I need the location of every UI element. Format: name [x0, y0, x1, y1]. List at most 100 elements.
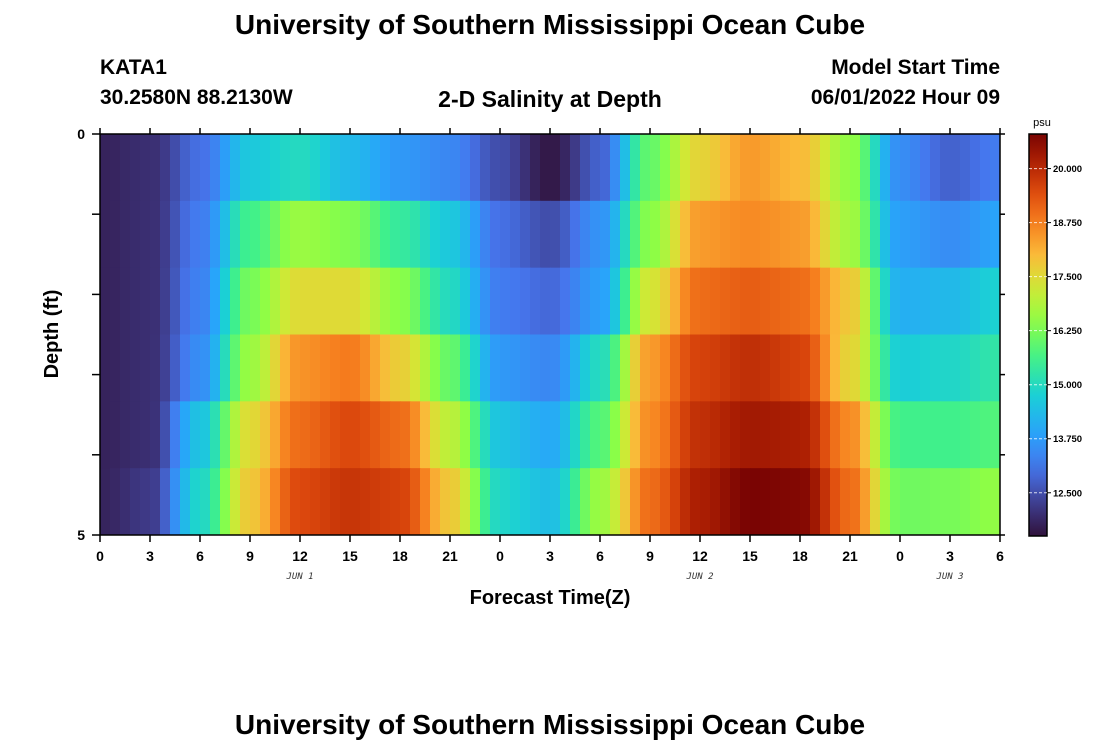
heatmap-cell: [170, 134, 181, 202]
heatmap-cell: [620, 267, 631, 336]
heatmap-cell: [270, 267, 281, 336]
heatmap-cell: [940, 267, 951, 336]
heatmap-cell: [690, 134, 701, 202]
heatmap-cell: [230, 334, 241, 402]
day-label: JUN 2: [685, 572, 713, 582]
heatmap-cell: [150, 134, 161, 202]
heatmap-cell: [910, 401, 921, 469]
heatmap-cell: [340, 134, 351, 202]
heatmap-cell: [310, 401, 321, 469]
heatmap-cell: [890, 267, 901, 336]
heatmap-cell: [170, 200, 181, 269]
x-tick-label: 21: [442, 548, 458, 564]
heatmap-cell: [130, 334, 141, 402]
heatmap-cell: [290, 267, 301, 336]
heatmap-cell: [480, 200, 491, 269]
heatmap-cell: [650, 334, 661, 402]
heatmap-cell: [740, 200, 751, 269]
heatmap-cell: [370, 468, 381, 535]
heatmap-cell: [560, 267, 571, 336]
heatmap-cell: [160, 334, 171, 402]
heatmap-cell: [300, 334, 311, 402]
heatmap-cell: [930, 200, 941, 269]
heatmap-cell: [750, 134, 761, 202]
heatmap-cell: [230, 200, 241, 269]
heatmap-cell: [350, 334, 361, 402]
heatmap-cell: [370, 334, 381, 402]
heatmap-cell: [200, 334, 211, 402]
heatmap-cell: [610, 134, 621, 202]
heatmap-cell: [750, 334, 761, 402]
heatmap-cell: [230, 401, 241, 469]
heatmap-cell: [510, 134, 521, 202]
heatmap-cell: [730, 134, 741, 202]
heatmap-cell: [440, 334, 451, 402]
heatmap-cell: [850, 267, 861, 336]
heatmap-cell: [400, 468, 411, 535]
heatmap-cell: [920, 134, 931, 202]
heatmap-cell: [540, 200, 551, 269]
heatmap-cell: [950, 468, 961, 535]
heatmap-cell: [940, 134, 951, 202]
heatmap-cell: [350, 468, 361, 535]
heatmap-cell: [240, 401, 251, 469]
heatmap-cell: [950, 200, 961, 269]
x-tick-label: 9: [246, 548, 254, 564]
heatmap-cell: [360, 267, 371, 336]
heatmap-cell: [170, 334, 181, 402]
heatmap-cell: [840, 200, 851, 269]
heatmap-cell: [760, 401, 771, 469]
heatmap-cell: [590, 134, 601, 202]
heatmap-cell: [140, 200, 151, 269]
heatmap-cell: [300, 267, 311, 336]
heatmap-cell: [820, 401, 831, 469]
heatmap-cell: [360, 401, 371, 469]
heatmap-cell: [570, 200, 581, 269]
heatmap-cell: [430, 401, 441, 469]
heatmap-cell: [340, 200, 351, 269]
heatmap-cell: [430, 200, 441, 269]
heatmap-cell: [640, 401, 651, 469]
heatmap-cell: [660, 334, 671, 402]
heatmap-cell: [210, 134, 221, 202]
heatmap-cell: [110, 134, 121, 202]
heatmap-cell: [170, 267, 181, 336]
heatmap-cell: [520, 334, 531, 402]
heatmap-cell: [440, 267, 451, 336]
heatmap-cell: [710, 134, 721, 202]
heatmap-cell: [470, 134, 481, 202]
heatmap-cell: [150, 267, 161, 336]
heatmap-cell: [790, 468, 801, 535]
heatmap-cell: [820, 334, 831, 402]
heatmap-cell: [920, 267, 931, 336]
heatmap-cell: [490, 200, 501, 269]
heatmap-cell: [480, 401, 491, 469]
heatmap-cell: [460, 401, 471, 469]
heatmap-cell: [710, 401, 721, 469]
heatmap-cell: [580, 267, 591, 336]
heatmap-cell: [510, 334, 521, 402]
heatmap-cell: [110, 200, 121, 269]
heatmap-cell: [800, 468, 811, 535]
heatmap-cell: [810, 267, 821, 336]
heatmap-cell: [290, 200, 301, 269]
heatmap-cell: [580, 200, 591, 269]
heatmap-cell: [380, 468, 391, 535]
heatmap-cell: [290, 134, 301, 202]
heatmap-cell: [730, 267, 741, 336]
heatmap-cell: [440, 134, 451, 202]
heatmap-cell: [520, 267, 531, 336]
heatmap-cell: [580, 134, 591, 202]
heatmap-cell: [920, 200, 931, 269]
heatmap-cell: [140, 401, 151, 469]
heatmap-cell: [820, 468, 831, 535]
heatmap-cell: [460, 134, 471, 202]
heatmap-cell: [710, 267, 721, 336]
heatmap-cell: [970, 134, 981, 202]
heatmap-cell: [660, 200, 671, 269]
heatmap-cell: [680, 134, 691, 202]
heatmap-cell: [960, 401, 971, 469]
heatmap-cell: [840, 401, 851, 469]
heatmap-cell: [990, 267, 1000, 336]
heatmap-cell: [360, 134, 371, 202]
